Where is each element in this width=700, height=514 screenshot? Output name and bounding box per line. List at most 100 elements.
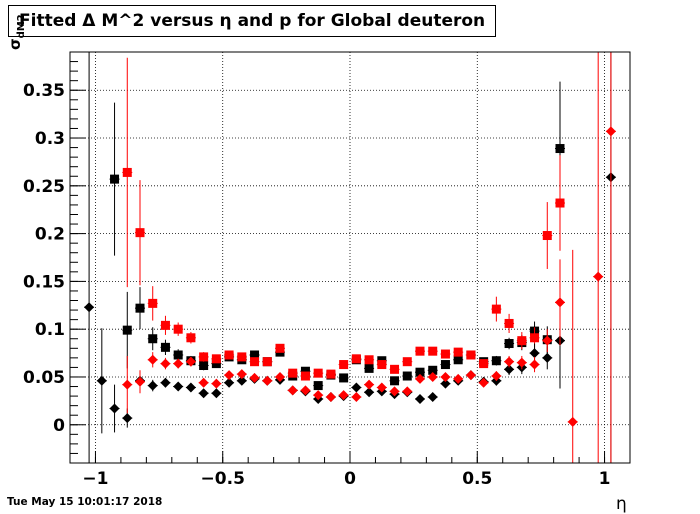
data-point-diamond [529,348,540,359]
data-point-diamond [185,382,196,393]
data-point-diamond [504,356,515,367]
data-point-diamond [313,390,324,401]
x-tick-label: 0 [344,469,356,489]
data-point-square [390,376,400,386]
data-point-diamond [160,358,171,369]
data-point-diamond [135,376,145,387]
data-point-diamond [198,388,209,399]
data-point-diamond [211,378,222,389]
data-point-square [428,365,438,375]
x-tick-label: −1 [82,469,108,489]
timestamp: Tue May 15 10:01:17 2018 [7,496,163,508]
data-point-diamond [84,302,95,313]
data-point-diamond [605,126,616,137]
data-point-square [300,371,310,381]
data-point-diamond [402,386,413,397]
y-tick-label: 0 [53,416,65,436]
data-point-square [326,369,336,379]
data-point-square [504,318,514,328]
data-point-diamond [516,357,527,368]
data-point-diamond [415,393,425,404]
data-point-diamond [249,372,260,383]
data-point-diamond [236,369,247,380]
data-point-diamond [529,359,540,370]
data-point-diamond [122,379,133,390]
data-point-diamond [567,416,578,427]
data-point-square [288,368,298,378]
data-point-square [262,357,272,367]
data-point-diamond [224,377,235,388]
data-series [84,52,616,463]
data-point-square [453,355,463,365]
data-point-square [555,144,565,154]
data-point-square [364,355,374,365]
data-point-diamond [325,392,336,403]
data-point-square [466,350,476,360]
x-tick-label: −0.5 [201,469,245,489]
data-point-diamond [440,378,451,389]
data-point-square [491,356,501,366]
data-point-diamond [351,382,362,393]
data-point-diamond [147,354,158,365]
data-point-square [415,367,425,377]
data-point-diamond [364,379,375,390]
data-point-square [199,352,209,362]
data-point-diamond [504,364,515,375]
data-point-diamond [122,413,133,424]
data-point-diamond [478,377,489,388]
y-tick-label: 0.15 [23,272,65,292]
data-point-square [530,333,540,343]
data-point-diamond [593,271,604,282]
data-point-square [491,304,501,314]
data-point-square [148,334,158,344]
y-tick-label: 0.35 [23,81,65,101]
data-point-square [122,167,132,177]
data-point-diamond [236,375,247,386]
data-point-square [224,350,234,360]
y-tick-label: 0.2 [35,225,65,245]
data-point-square [377,360,387,370]
data-point-diamond [198,377,209,388]
data-point-square [160,320,170,330]
data-point-diamond [491,371,502,382]
data-point-square [402,371,412,381]
data-point-diamond [542,335,553,346]
data-point-diamond [555,297,565,308]
data-point-diamond [453,373,464,384]
data-point-diamond [427,371,438,382]
data-point-square [542,231,552,241]
x-tick-label: 0.5 [462,469,492,489]
data-point-diamond [427,392,438,403]
data-point-square [148,298,158,308]
y-tick-label: 0.1 [35,320,65,340]
data-point-square [390,364,400,374]
data-point-diamond [224,370,235,381]
data-point-diamond [160,377,171,388]
data-point-diamond [275,371,285,382]
data-point-square [313,368,323,378]
data-point-diamond [415,373,425,384]
data-point-diamond [376,382,387,393]
data-point-diamond [173,358,184,369]
data-point-square [173,350,183,360]
data-point-square [199,361,209,371]
data-point-square [300,366,310,376]
axis-ticks: −1 −0.5 0 0.5 1 0 0.05 0.1 0.15 0.2 0.25 0.3 0.35 [23,51,631,489]
data-point-diamond [351,392,362,403]
data-point-square [402,357,412,367]
y-tick-label: 0.05 [23,368,65,388]
data-point-diamond [389,386,400,397]
data-point-diamond [287,385,298,396]
data-point-square [211,359,221,369]
data-point-diamond [338,390,349,401]
data-point-square [135,303,145,313]
data-point-square [479,359,489,369]
data-point-square [237,352,247,362]
data-point-diamond [440,371,451,382]
data-point-square [339,360,349,370]
data-point-square [453,347,463,357]
data-point-diamond [465,370,476,381]
data-point-square [364,363,374,373]
data-point-square [428,346,438,356]
data-point-square [313,381,323,391]
